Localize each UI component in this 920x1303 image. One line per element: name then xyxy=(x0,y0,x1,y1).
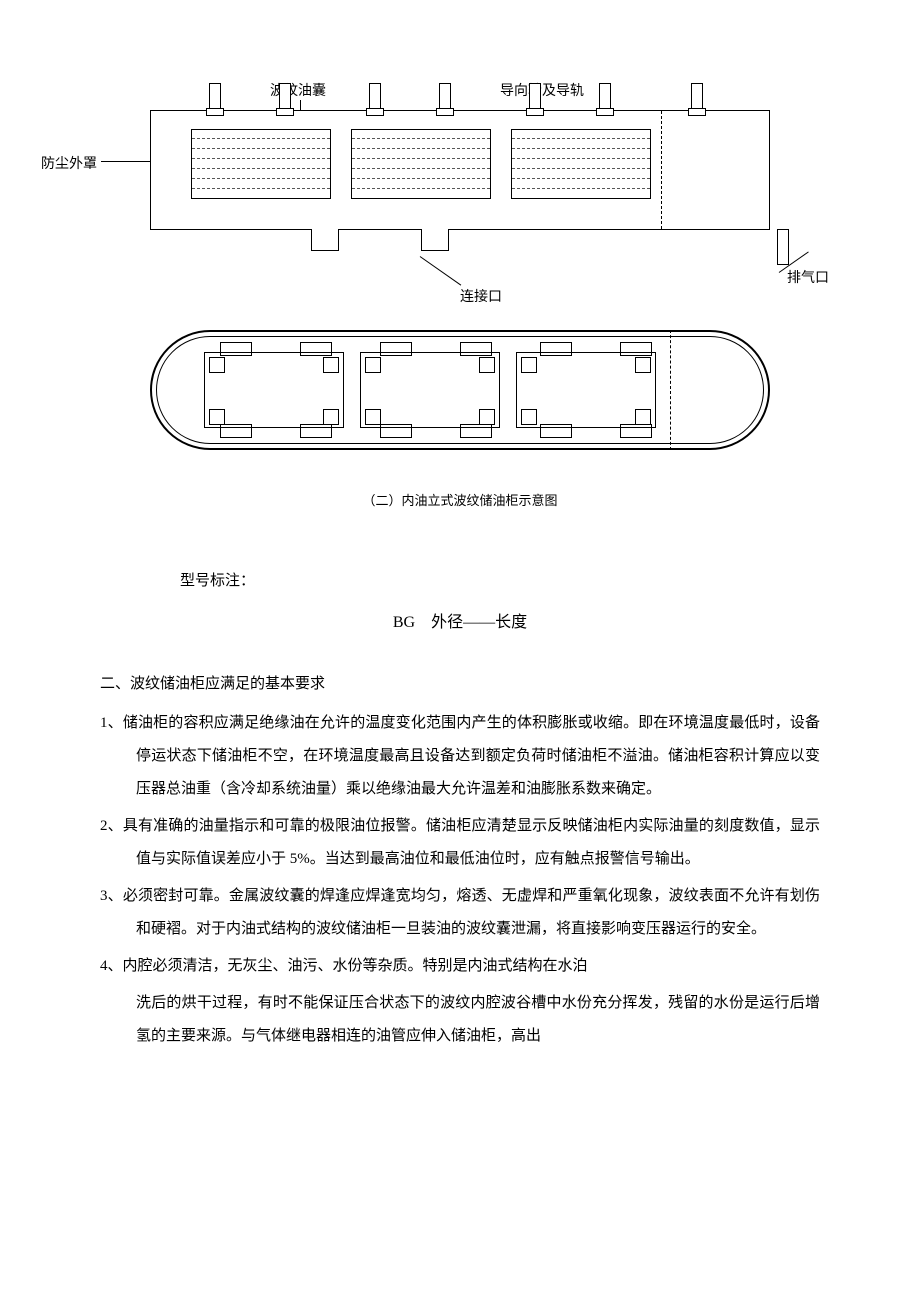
top-bellows-unit xyxy=(516,352,656,428)
connection-port xyxy=(421,229,449,251)
label-connector: 连接口 xyxy=(460,286,502,306)
bellows-unit xyxy=(351,129,491,199)
top-guide-marker xyxy=(300,424,332,438)
label-vent: 排气口 xyxy=(787,267,829,287)
model-label: 型号标注： xyxy=(180,569,820,590)
diagram-container: 波纹油囊 导向轮及导轨 防尘外罩 排气口 连接口 （二）内油立式波纹储油柜示意图 xyxy=(150,80,770,509)
guide-rod xyxy=(529,83,541,111)
guide-rod xyxy=(369,83,381,111)
connection-port xyxy=(311,229,339,251)
bellows-unit xyxy=(511,129,651,199)
top-guide-marker xyxy=(380,342,412,356)
top-guide-marker xyxy=(540,342,572,356)
diagram-caption: （二）内油立式波纹储油柜示意图 xyxy=(150,490,770,509)
top-guide-marker xyxy=(380,424,412,438)
top-guide-marker xyxy=(460,342,492,356)
bellows-unit xyxy=(191,129,331,199)
split-line xyxy=(661,111,662,229)
top-guide-marker xyxy=(220,342,252,356)
label-dust-cover: 防尘外罩 xyxy=(41,153,97,173)
leader-line xyxy=(420,256,462,285)
diagram-top-view xyxy=(150,330,770,450)
requirements-list: 1、储油柜的容积应满足绝缘油在允许的温度变化范围内产生的体积膨胀或收缩。即在环境… xyxy=(100,707,820,983)
section-title: 二、波纹储油柜应满足的基本要求 xyxy=(100,672,820,693)
top-guide-marker xyxy=(620,342,652,356)
split-line xyxy=(670,330,671,450)
top-guide-marker xyxy=(220,424,252,438)
vent-port xyxy=(777,229,789,265)
top-guide-marker xyxy=(300,342,332,356)
diagram-top-labels: 波纹油囊 导向轮及导轨 xyxy=(150,80,770,110)
leader-line xyxy=(101,161,151,162)
list-item: 1、储油柜的容积应满足绝缘油在允许的温度变化范围内产生的体积膨胀或收缩。即在环境… xyxy=(100,707,820,806)
guide-rod xyxy=(439,83,451,111)
item-4-continuation: 洗后的烘干过程，有时不能保证压合状态下的波纹内腔波谷槽中水份充分挥发，残留的水份… xyxy=(100,987,820,1053)
guide-rod xyxy=(599,83,611,111)
guide-rod xyxy=(279,83,291,111)
list-item: 4、内腔必须清洁，无灰尘、油污、水份等杂质。特别是内油式结构在水泊 xyxy=(100,950,820,983)
diagram-front-view: 防尘外罩 排气口 xyxy=(150,110,770,230)
diagram-bottom-labels: 连接口 xyxy=(150,280,770,320)
top-guide-marker xyxy=(460,424,492,438)
model-line: BG 外径——长度 xyxy=(100,608,820,632)
top-guide-marker xyxy=(540,424,572,438)
list-item: 3、必须密封可靠。金属波纹囊的焊逢应焊逢宽均匀，熔透、无虚焊和严重氧化现象，波纹… xyxy=(100,880,820,946)
top-guide-marker xyxy=(620,424,652,438)
guide-rod xyxy=(691,83,703,111)
guide-rod xyxy=(209,83,221,111)
list-item: 2、具有准确的油量指示和可靠的极限油位报警。储油柜应清楚显示反映储油柜内实际油量… xyxy=(100,810,820,876)
top-bellows-unit xyxy=(360,352,500,428)
top-bellows-unit xyxy=(204,352,344,428)
label-guide: 导向轮及导轨 xyxy=(500,80,584,100)
